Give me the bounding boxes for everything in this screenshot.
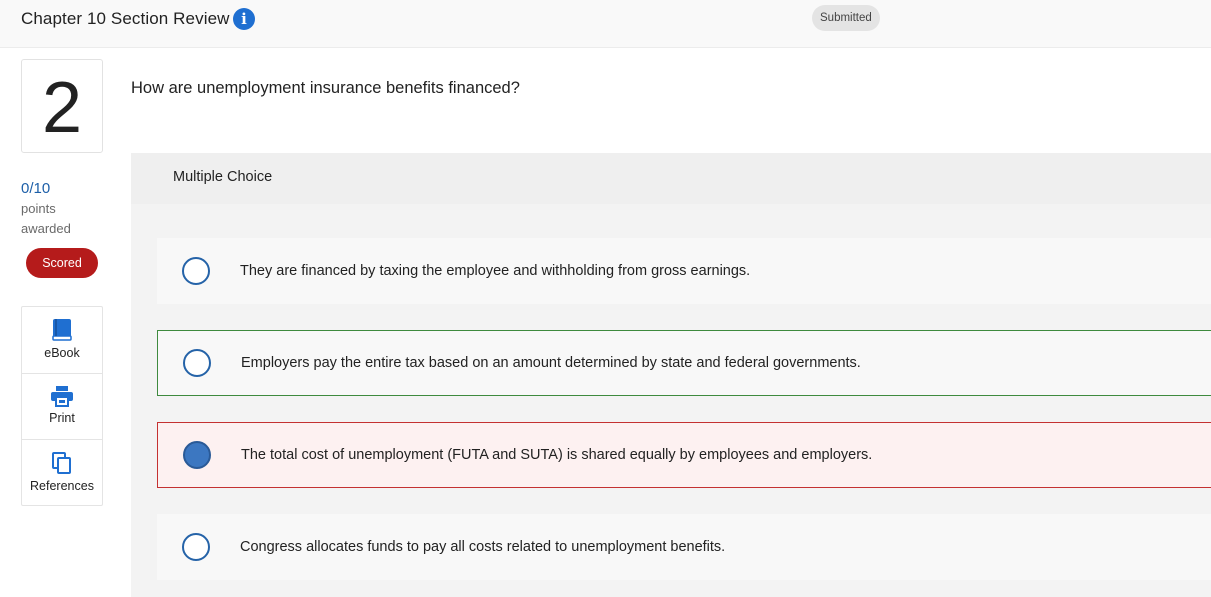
points-label: points [21,201,56,216]
status-badge: Submitted [812,5,880,31]
assignment-header: Chapter 10 Section Review i Submitted [0,0,1211,48]
answer-option-label: Employers pay the entire tax based on an… [241,355,861,371]
answer-option-label: Congress allocates funds to pay all cost… [240,539,726,555]
references-button[interactable]: References [22,439,102,505]
printer-icon [50,385,74,407]
answer-option-c-incorrect[interactable]: The total cost of unemployment (FUTA and… [157,422,1211,488]
answer-option-d[interactable]: Congress allocates funds to pay all cost… [157,514,1211,580]
scored-badge: Scored [26,248,98,278]
book-icon [51,318,73,342]
question-number-box: 2 [21,59,103,153]
references-label: References [30,479,94,493]
radio-button-selected[interactable] [183,441,211,469]
points-value: 0/10 [21,180,51,197]
question-text: How are unemployment insurance benefits … [131,79,520,97]
tools-panel: eBook Print References [21,306,103,506]
multiple-choice-panel: Multiple Choice They are financed by tax… [131,153,1211,597]
print-label: Print [49,411,75,425]
answer-option-a[interactable]: They are financed by taxing the employee… [157,238,1211,304]
documents-icon [51,451,73,475]
question-type-label: Multiple Choice [173,169,273,185]
answer-option-b-correct[interactable]: Employers pay the entire tax based on an… [157,330,1211,396]
question-type-header: Multiple Choice [131,153,1211,204]
info-icon[interactable]: i [233,8,255,30]
radio-button[interactable] [183,349,211,377]
ebook-label: eBook [44,346,80,360]
radio-button[interactable] [182,257,210,285]
print-button[interactable]: Print [22,373,102,439]
awarded-label: awarded [21,221,71,236]
answer-option-label: They are financed by taxing the employee… [240,263,751,279]
question-number: 2 [41,68,83,148]
ebook-button[interactable]: eBook [22,307,102,373]
radio-button[interactable] [182,533,210,561]
assignment-title: Chapter 10 Section Review [21,9,230,28]
answer-option-label: The total cost of unemployment (FUTA and… [241,447,873,463]
